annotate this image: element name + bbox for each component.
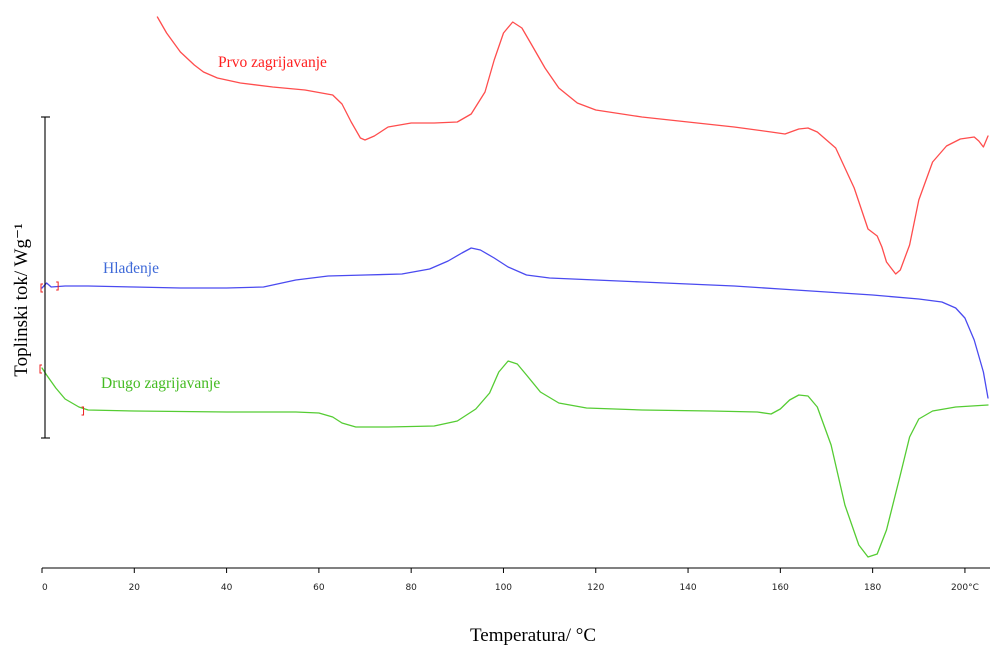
x-tick-label: 120 <box>587 583 604 593</box>
x-axis-title: Temperatura/ °C <box>470 625 596 646</box>
series-label-3: Drugo zagrijavanje <box>101 375 220 392</box>
x-axis-ticks: 0 20 40 60 80 100 120 140 160 180 200°C <box>41 568 979 593</box>
x-tick-label: 200°C <box>951 583 979 593</box>
series-line-3 <box>41 360 989 558</box>
segment-marker <box>39 364 42 374</box>
x-tick-label: 20 <box>129 583 141 593</box>
segment-markers <box>39 281 85 416</box>
x-tick-label: 160 <box>772 583 789 593</box>
x-tick-label: 100 <box>495 583 512 593</box>
x-tick-label: 80 <box>405 583 417 593</box>
data-curves <box>41 16 989 558</box>
x-tick-label: 40 <box>221 583 233 593</box>
x-tick-label: 0 <box>42 583 48 593</box>
x-tick-label: 60 <box>313 583 325 593</box>
segment-marker <box>40 283 43 293</box>
segment-marker <box>81 406 85 416</box>
series-line-2 <box>41 247 989 399</box>
segment-marker <box>56 281 59 291</box>
series-label-2: Hlađenje <box>103 260 159 277</box>
series-labels: Prvo zagrijavanje Hlađenje Drugo zagrijava… <box>101 54 327 392</box>
y-axis-title: Toplinski tok/ Wg⁻¹ <box>11 223 32 377</box>
series-label-1: Prvo zagrijavanje <box>218 54 327 71</box>
x-tick-label: 140 <box>679 583 696 593</box>
series-line-1 <box>156 16 989 275</box>
x-tick-label: 180 <box>864 583 881 593</box>
